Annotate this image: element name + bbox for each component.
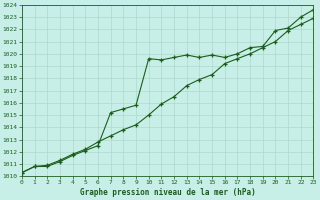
X-axis label: Graphe pression niveau de la mer (hPa): Graphe pression niveau de la mer (hPa)	[80, 188, 256, 197]
